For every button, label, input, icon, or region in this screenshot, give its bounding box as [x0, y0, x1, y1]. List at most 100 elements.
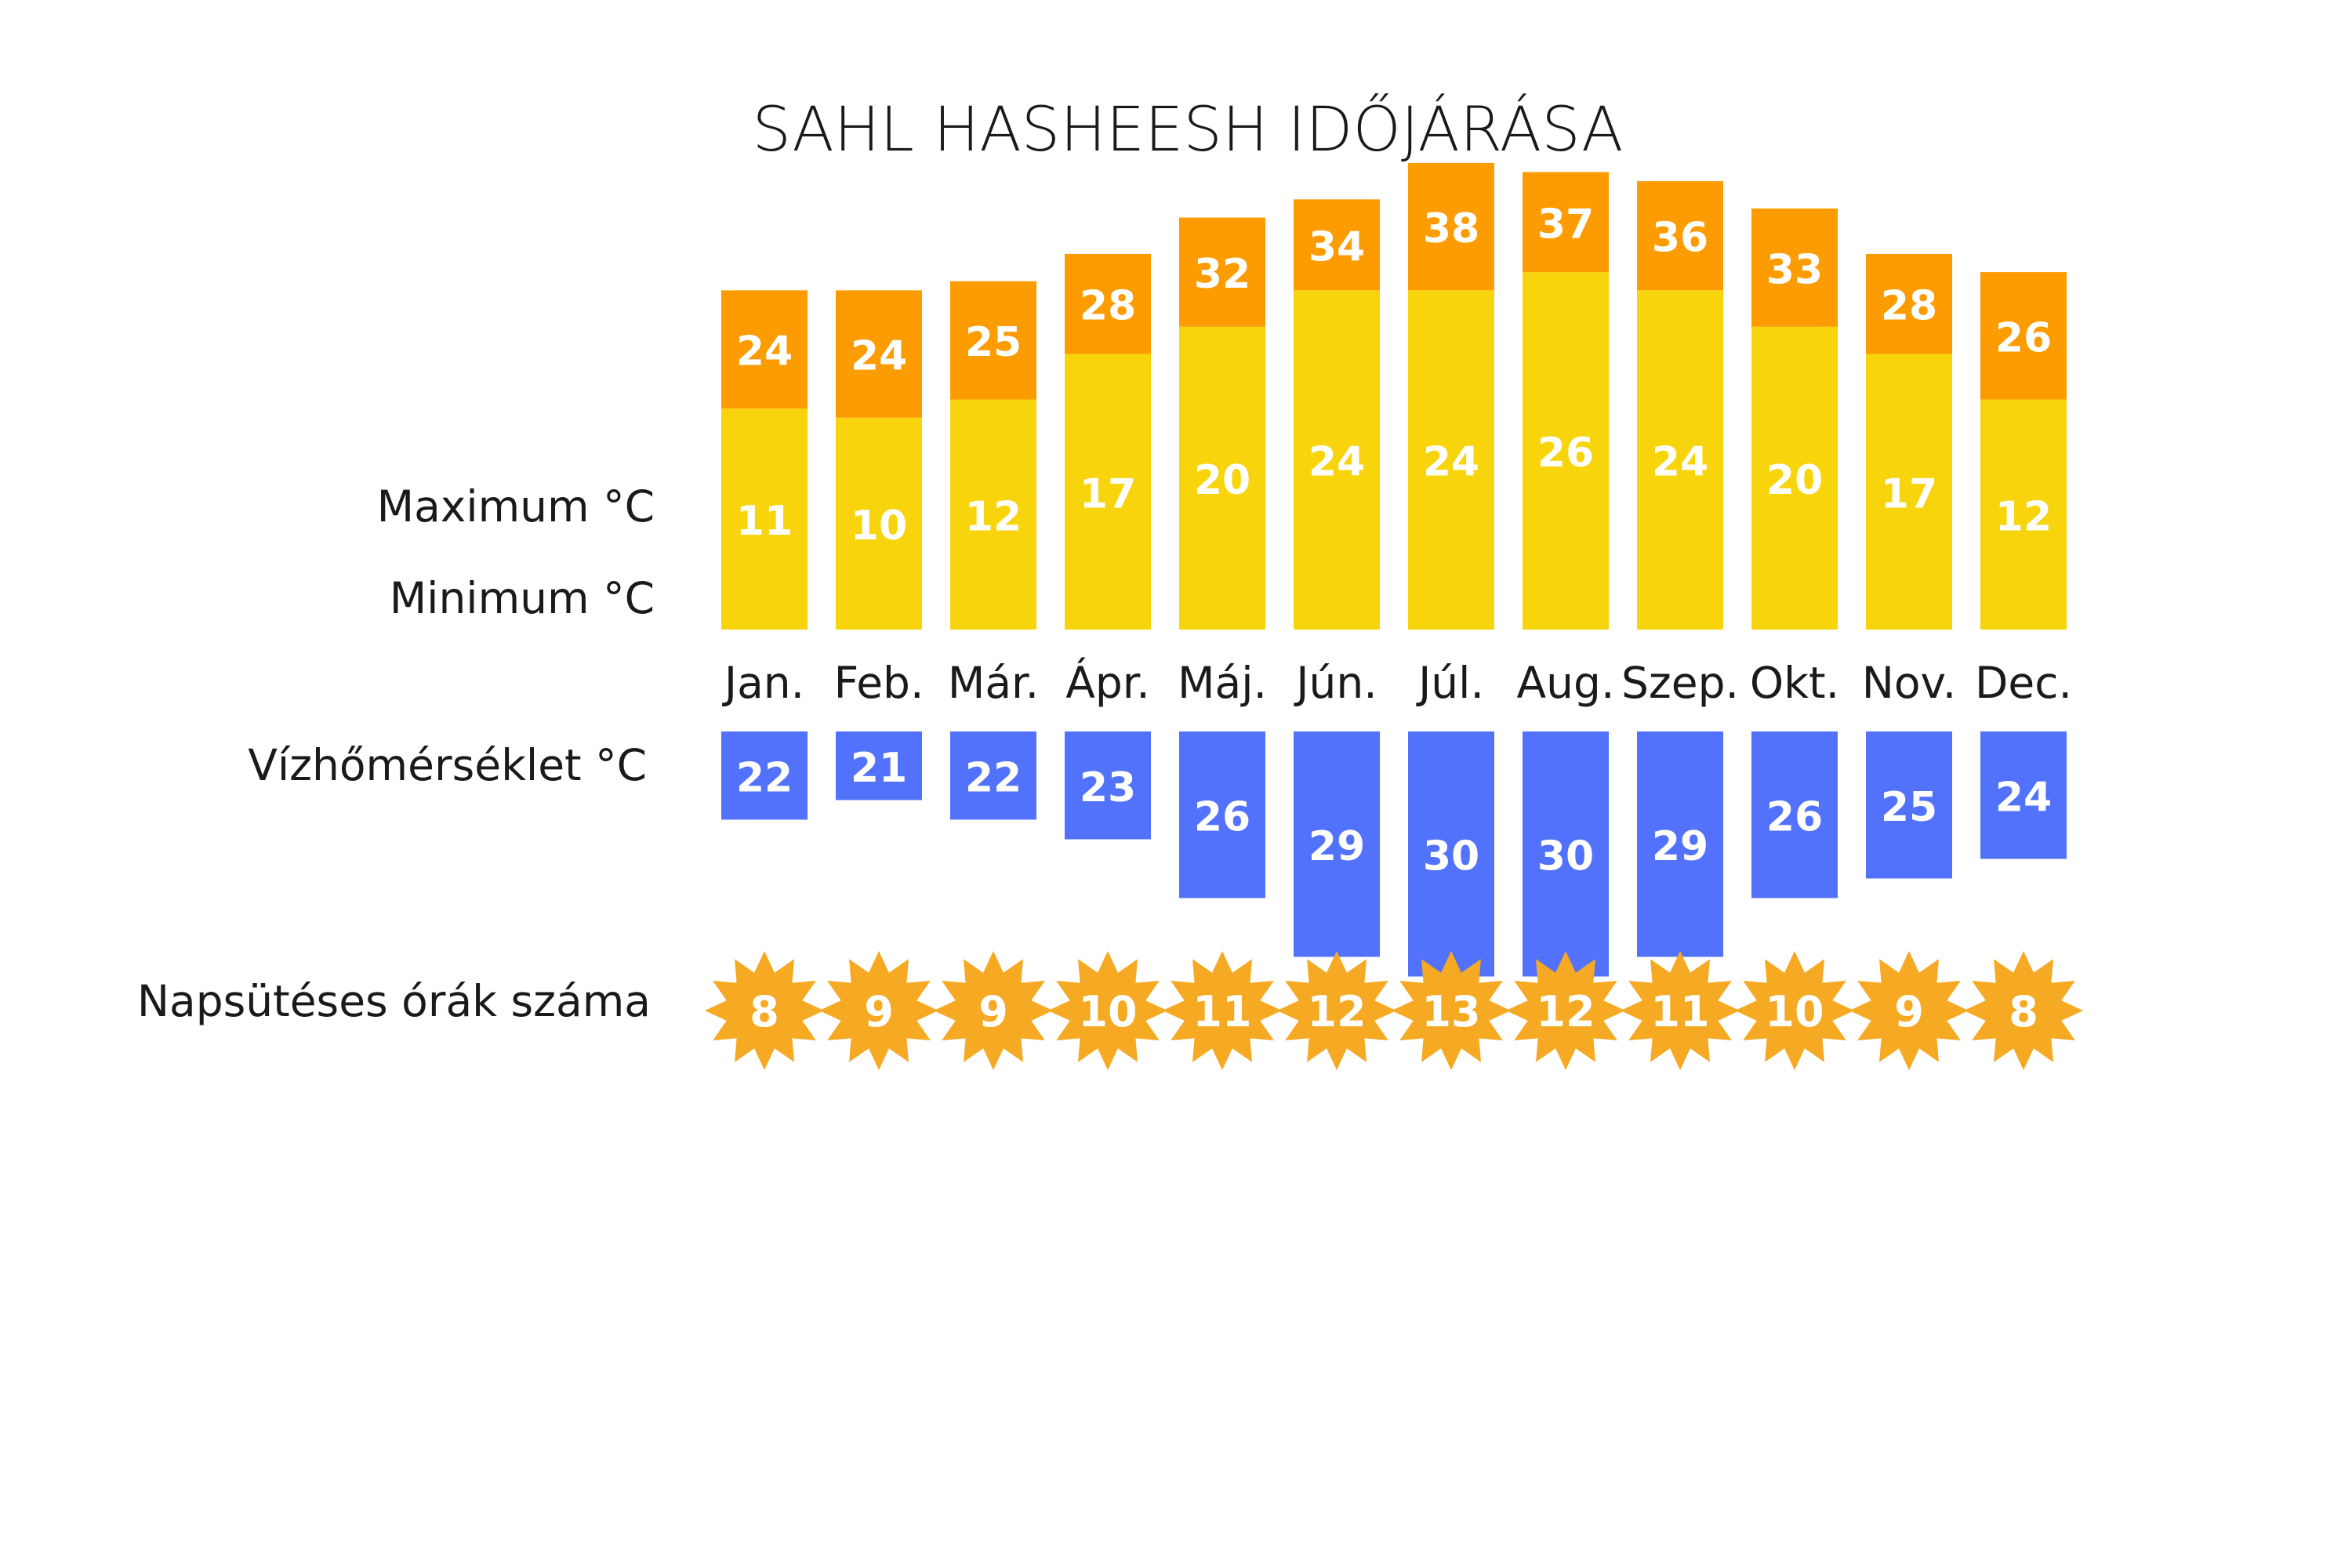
sun-icon: [705, 951, 824, 1070]
min-temp-value: 12: [1995, 493, 2052, 540]
sunshine-hours-value: 12: [1536, 987, 1595, 1036]
min-temp-value: 12: [965, 493, 1022, 540]
water-row-label: Vízhőmérséklet °C: [248, 740, 647, 790]
water-temp-bar: [1065, 731, 1151, 840]
min-temp-bar: [1179, 326, 1265, 630]
min-temp-bar: [1523, 272, 1609, 630]
sun-icon: [1048, 951, 1167, 1070]
temperature-bars: 24 11 24 10 25 12 28 17 32 20 34 24 38 24 37 26 36 24 33 20…: [721, 162, 2067, 630]
sunshine-hours-value: 12: [1307, 987, 1366, 1036]
sunshine-hours-value: 8: [750, 987, 779, 1036]
min-temp-value: 24: [1308, 439, 1365, 486]
max-temp-value: 28: [1080, 283, 1136, 330]
month-label: Dec.: [1975, 658, 2072, 708]
month-label: Már.: [948, 658, 1039, 708]
water-temp-bar: [836, 731, 922, 800]
water-temp-value: 30: [1537, 833, 1594, 880]
chart-title: SAHL HASHEESH IDŐJÁRÁSA: [752, 93, 1623, 165]
max-temp-value: 34: [1308, 223, 1365, 270]
max-temp-value: 25: [965, 319, 1022, 366]
month-label: Nov.: [1862, 658, 1957, 708]
month-label: Máj.: [1178, 658, 1267, 708]
sunshine-hours-icons: 8 9 9 10 11 12 13 12 11 10 9 8: [705, 951, 2083, 1070]
min-temp-bar: [1637, 290, 1723, 630]
max-temp-bar: [1637, 181, 1723, 291]
max-temp-bar: [1751, 208, 1838, 327]
water-temp-value: 26: [1766, 793, 1823, 840]
max-row-label: Maximum °C: [377, 481, 655, 532]
sun-icon: [934, 951, 1053, 1070]
sunshine-hours-value: 9: [978, 987, 1008, 1036]
sunshine-hours-value: 10: [1078, 987, 1137, 1036]
min-temp-bar: [1294, 290, 1380, 630]
water-temp-value: 25: [1881, 784, 1937, 831]
max-temp-value: 38: [1423, 205, 1479, 252]
min-temp-value: 17: [1881, 470, 1937, 517]
month-label: Ápr.: [1065, 658, 1150, 708]
water-temp-value: 30: [1423, 833, 1479, 880]
water-temp-bar: [1408, 731, 1494, 977]
min-temp-value: 17: [1080, 470, 1136, 517]
max-temp-bar: [1523, 172, 1609, 273]
water-temp-value: 21: [851, 745, 907, 792]
month-label: Júl.: [1416, 658, 1484, 708]
sunshine-hours-value: 10: [1765, 987, 1824, 1036]
min-temp-value: 26: [1537, 430, 1594, 477]
min-temp-bar: [1065, 354, 1151, 630]
sun-icon: [1392, 951, 1511, 1070]
max-temp-value: 24: [851, 333, 907, 380]
sun-icon: [819, 951, 938, 1070]
max-temp-bar: [1866, 253, 1952, 354]
max-temp-bar: [1179, 217, 1265, 327]
water-temp-value: 29: [1308, 823, 1365, 870]
sunshine-hours-value: 9: [1894, 987, 1924, 1036]
min-temp-bar: [1980, 399, 2067, 630]
month-label: Aug.: [1517, 658, 1615, 708]
min-temp-bar: [1866, 354, 1952, 630]
min-temp-value: 10: [851, 503, 907, 550]
max-temp-value: 32: [1194, 251, 1250, 298]
sunshine-hours-value: 13: [1421, 987, 1480, 1036]
water-temp-value: 23: [1080, 764, 1136, 811]
sun-icon: [1621, 951, 1740, 1070]
month-label: Feb.: [834, 658, 924, 708]
min-row-label: Minimum °C: [390, 573, 655, 623]
water-temp-value: 22: [965, 754, 1022, 801]
water-temp-value: 24: [1995, 774, 2052, 821]
sun-icon: [1849, 951, 1969, 1070]
water-temp-bar: [1523, 731, 1609, 977]
sun-icon: [1735, 951, 1854, 1070]
max-temp-value: 26: [1995, 314, 2052, 361]
sunshine-hours-value: 11: [1650, 987, 1709, 1036]
month-label: Okt.: [1750, 658, 1839, 708]
water-temp-value: 26: [1194, 793, 1250, 840]
water-temp-value: 22: [736, 754, 793, 801]
month-label: Szep.: [1621, 658, 1739, 708]
water-temp-bar: [1866, 731, 1952, 879]
min-temp-bar: [950, 399, 1036, 630]
sunshine-hours-value: 8: [2009, 987, 2038, 1036]
min-temp-bar: [836, 417, 922, 630]
water-temp-bar: [950, 731, 1036, 820]
min-temp-bar: [1408, 290, 1494, 630]
max-temp-bar: [1408, 162, 1494, 291]
sun-icon: [1506, 951, 1625, 1070]
month-labels: Jan. Feb. Már. Ápr. Máj. Jún. Júl. Aug. Szep. Okt…: [722, 658, 2072, 708]
water-temp-bar: [1637, 731, 1723, 957]
water-temp-bar: [1980, 731, 2067, 859]
min-temp-value: 24: [1652, 439, 1708, 486]
max-temp-bar: [836, 290, 922, 418]
max-temp-value: 33: [1766, 246, 1823, 293]
month-label: Jan.: [722, 658, 804, 708]
water-temp-bar: [1294, 731, 1380, 957]
max-temp-value: 28: [1881, 283, 1937, 330]
min-temp-value: 20: [1766, 457, 1823, 504]
month-label: Jún.: [1294, 658, 1377, 708]
max-temp-bar: [1065, 253, 1151, 354]
min-temp-value: 11: [736, 498, 793, 545]
water-temp-bar: [721, 731, 808, 820]
water-temperature-bars: 22 21 22 23 26 29 30 30 29 26 25 24: [721, 731, 2067, 977]
min-temp-value: 20: [1194, 457, 1250, 504]
min-temp-bar: [721, 408, 808, 630]
